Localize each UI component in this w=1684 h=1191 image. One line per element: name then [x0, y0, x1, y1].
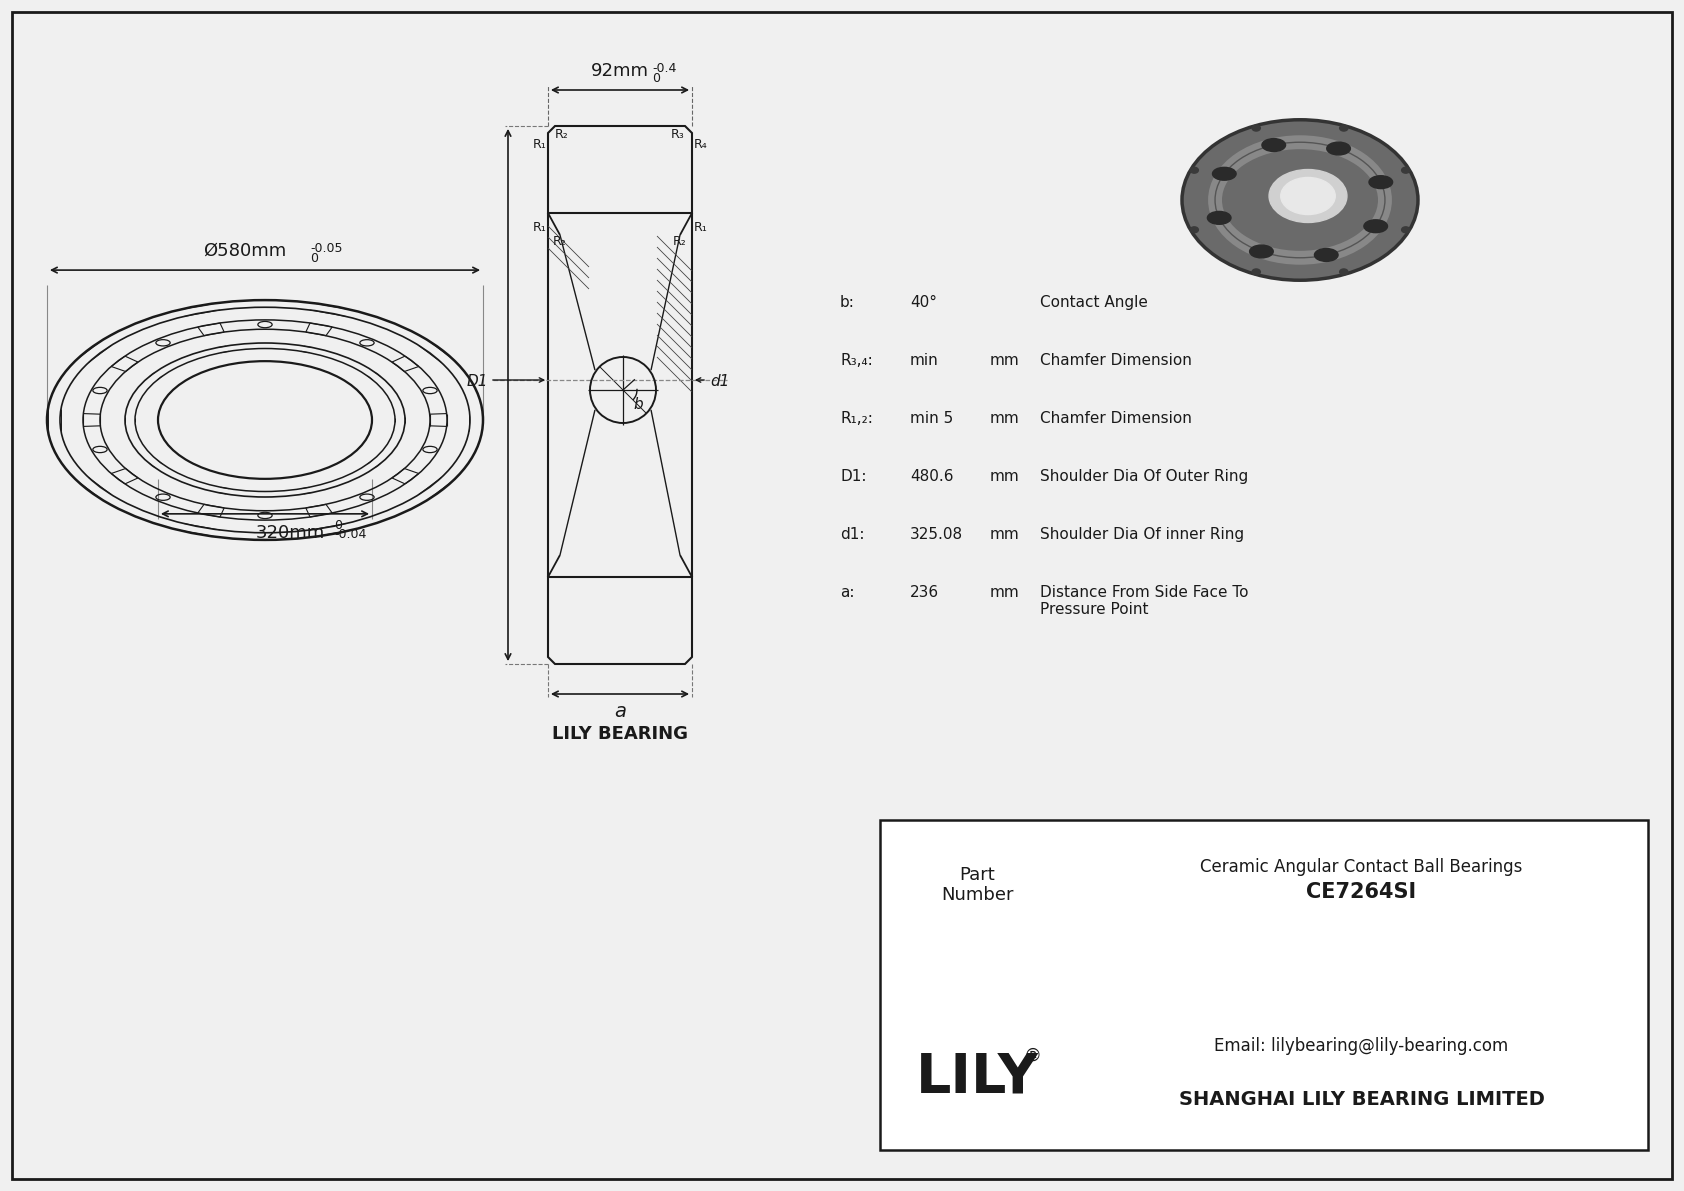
Text: Shoulder Dia Of inner Ring: Shoulder Dia Of inner Ring — [1041, 526, 1244, 542]
Text: D1:: D1: — [840, 469, 867, 484]
Ellipse shape — [1191, 167, 1199, 173]
Text: a: a — [615, 701, 626, 721]
Text: Distance From Side Face To
Pressure Point: Distance From Side Face To Pressure Poin… — [1041, 585, 1248, 617]
Text: D1: D1 — [466, 374, 488, 388]
Text: 0: 0 — [333, 519, 342, 532]
Text: -0.04: -0.04 — [333, 528, 367, 541]
Text: Ceramic Angular Contact Ball Bearings: Ceramic Angular Contact Ball Bearings — [1201, 859, 1522, 877]
Ellipse shape — [1282, 177, 1335, 214]
Text: 480.6: 480.6 — [909, 469, 953, 484]
Text: mm: mm — [990, 353, 1021, 368]
Text: mm: mm — [990, 526, 1021, 542]
Text: 236: 236 — [909, 585, 940, 600]
Text: R₁: R₁ — [532, 222, 546, 233]
Text: mm: mm — [990, 411, 1021, 426]
Bar — [881, 819, 1649, 1151]
Ellipse shape — [1270, 169, 1347, 223]
Text: b:: b: — [840, 295, 855, 310]
Text: mm: mm — [990, 585, 1021, 600]
Text: 320mm: 320mm — [256, 524, 325, 542]
Text: ®: ® — [1024, 1047, 1041, 1065]
Text: min: min — [909, 353, 938, 368]
Text: Ø580mm: Ø580mm — [204, 242, 286, 260]
Text: Chamfer Dimension: Chamfer Dimension — [1041, 411, 1192, 426]
Text: mm: mm — [990, 469, 1021, 484]
Ellipse shape — [1369, 176, 1393, 188]
Ellipse shape — [1364, 220, 1388, 232]
Text: R₂: R₂ — [556, 127, 569, 141]
Ellipse shape — [1261, 138, 1285, 151]
Text: -0.4: -0.4 — [652, 62, 677, 75]
Text: R₁: R₁ — [532, 138, 546, 151]
Ellipse shape — [1315, 249, 1339, 261]
Text: R₄: R₄ — [694, 138, 707, 151]
Text: SHANGHAI LILY BEARING LIMITED: SHANGHAI LILY BEARING LIMITED — [1179, 1090, 1544, 1109]
Text: R₃: R₃ — [672, 127, 685, 141]
Text: CE7264SI: CE7264SI — [1307, 883, 1416, 903]
Ellipse shape — [1250, 245, 1273, 258]
Text: R₂: R₂ — [552, 235, 568, 248]
Text: a:: a: — [840, 585, 854, 600]
Text: Part: Part — [960, 866, 995, 884]
Ellipse shape — [1191, 226, 1199, 232]
Text: d1:: d1: — [840, 526, 864, 542]
Text: R₁: R₁ — [694, 222, 707, 233]
Text: Number: Number — [941, 885, 1014, 904]
Text: Email: lilybearing@lily-bearing.com: Email: lilybearing@lily-bearing.com — [1214, 1036, 1509, 1054]
Ellipse shape — [1401, 226, 1410, 232]
Ellipse shape — [1182, 120, 1418, 280]
Text: LILY BEARING: LILY BEARING — [552, 725, 689, 743]
Ellipse shape — [1212, 168, 1236, 180]
Text: 0: 0 — [652, 71, 660, 85]
Ellipse shape — [1253, 269, 1260, 275]
Text: R₂: R₂ — [674, 235, 687, 248]
Text: 325.08: 325.08 — [909, 526, 963, 542]
Text: -0.05: -0.05 — [310, 242, 342, 255]
Ellipse shape — [1340, 125, 1347, 131]
Text: min 5: min 5 — [909, 411, 953, 426]
Text: Chamfer Dimension: Chamfer Dimension — [1041, 353, 1192, 368]
Text: d1: d1 — [711, 374, 729, 388]
Text: 0: 0 — [310, 252, 318, 266]
Ellipse shape — [1401, 167, 1410, 173]
Text: LILY: LILY — [916, 1050, 1039, 1104]
Text: R₁,₂:: R₁,₂: — [840, 411, 872, 426]
Text: 40°: 40° — [909, 295, 936, 310]
Ellipse shape — [1340, 269, 1347, 275]
Ellipse shape — [1207, 212, 1231, 224]
Text: Shoulder Dia Of Outer Ring: Shoulder Dia Of Outer Ring — [1041, 469, 1248, 484]
Text: R₃,₄:: R₃,₄: — [840, 353, 872, 368]
Text: b: b — [633, 397, 643, 412]
Text: 92mm: 92mm — [591, 62, 648, 80]
Ellipse shape — [1253, 125, 1260, 131]
Text: Contact Angle: Contact Angle — [1041, 295, 1148, 310]
Ellipse shape — [1327, 142, 1351, 155]
